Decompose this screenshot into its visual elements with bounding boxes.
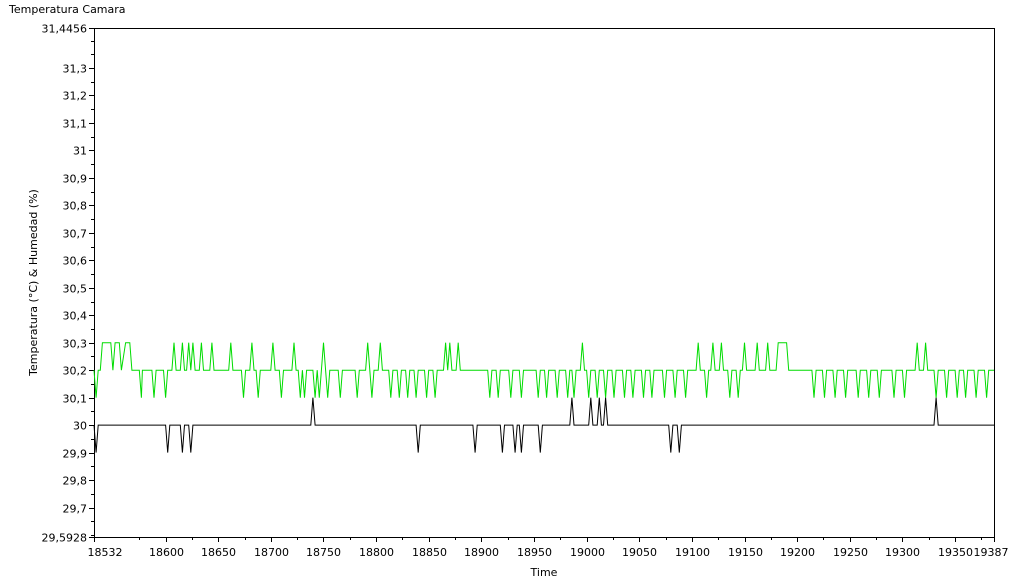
x-tick-label-4: 18750 <box>306 546 341 559</box>
y-tick-label-11: 30,3 <box>63 338 88 351</box>
plot-area <box>94 28 995 538</box>
y-tick-label-8: 30,6 <box>63 255 88 268</box>
x-tick-label-17: 19387 <box>974 546 1009 559</box>
y-tick-label-13: 30,1 <box>63 393 88 406</box>
y-tick-label-5: 30,9 <box>63 173 88 186</box>
y-tick-label-1: 31,3 <box>63 63 88 76</box>
x-tick-label-7: 18900 <box>464 546 499 559</box>
y-tick-label-4: 31 <box>73 145 87 158</box>
y-tick-label-3: 31,1 <box>63 118 88 131</box>
y-tick-label-2: 31,2 <box>63 90 88 103</box>
x-tick-label-1: 18600 <box>149 546 184 559</box>
x-tick-label-3: 18700 <box>254 546 289 559</box>
x-tick-label-8: 18950 <box>517 546 552 559</box>
y-tick-label-9: 30,5 <box>63 283 88 296</box>
series-line-2 <box>93 397 994 453</box>
x-axis-label: Time <box>530 566 558 579</box>
y-tick-label-7: 30,7 <box>63 228 88 241</box>
x-tick-label-9: 19000 <box>570 546 605 559</box>
y-tick-label-10: 30,4 <box>63 310 88 323</box>
series-line-1 <box>93 342 994 398</box>
y-axis-label: Temperatura (°C) & Humedad (%) <box>27 189 40 377</box>
x-tick-label-12: 19150 <box>728 546 763 559</box>
y-tick-label-16: 29,8 <box>63 475 88 488</box>
y-tick-label-12: 30,2 <box>63 365 88 378</box>
x-axis-ticks: 18532 18600 18650 18700 18750 18800 18850 18900… <box>88 537 1009 559</box>
chart-title: Temperatura Camara <box>9 3 126 16</box>
y-tick-label-14: 30 <box>73 420 87 433</box>
y-axis-ticks: 31,4456 31,3 31,2 31,1 31 30,9 30,8 30,7 30,6 30,… <box>42 23 94 545</box>
x-tick-label-2: 18650 <box>201 546 236 559</box>
series-layer <box>93 342 994 453</box>
x-tick-label-11: 19100 <box>675 546 710 559</box>
x-tick-label-0: 18532 <box>88 546 123 559</box>
y-tick-label-6: 30,8 <box>63 200 88 213</box>
x-tick-label-14: 19250 <box>833 546 868 559</box>
x-tick-label-16: 19350 <box>938 546 973 559</box>
x-tick-label-10: 19050 <box>622 546 657 559</box>
x-tick-label-13: 19200 <box>780 546 815 559</box>
x-tick-label-6: 18850 <box>412 546 447 559</box>
y-tick-label-0: 31,4456 <box>42 23 88 36</box>
x-tick-label-5: 18800 <box>359 546 394 559</box>
x-tick-label-15: 19300 <box>885 546 920 559</box>
y-tick-label-18: 29,5928 <box>42 532 88 545</box>
y-tick-label-15: 29,9 <box>63 448 88 461</box>
y-tick-label-17: 29,7 <box>63 503 88 516</box>
